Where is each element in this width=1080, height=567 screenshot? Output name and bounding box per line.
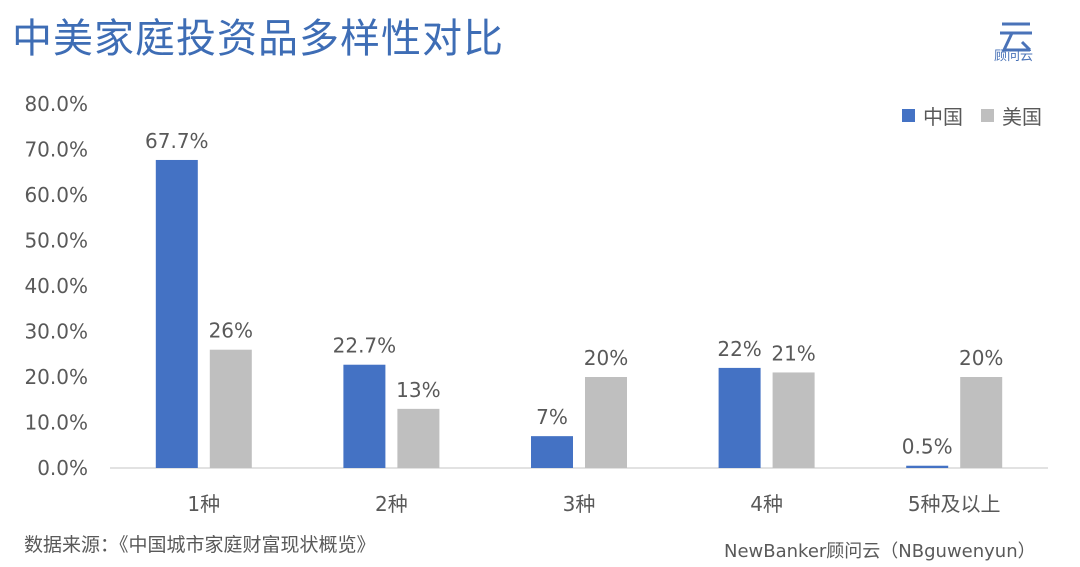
data-label-china: 0.5% (902, 435, 953, 459)
bar-china (718, 367, 761, 468)
y-tick-label: 60.0% (24, 183, 88, 207)
y-tick-label: 30.0% (24, 320, 88, 344)
y-tick-label: 40.0% (24, 274, 88, 298)
y-tick-label: 10.0% (24, 411, 88, 435)
x-tick-label: 4种 (750, 492, 783, 516)
bar-usa (397, 408, 440, 468)
x-tick-label: 2种 (375, 492, 408, 516)
bar-china (155, 159, 198, 468)
legend-item-usa: 美国 (981, 101, 1042, 130)
bar-china (906, 465, 949, 468)
x-tick-label: 1种 (187, 492, 220, 516)
data-label-china: 22.7% (333, 334, 397, 358)
logo-text: 顾问云 (994, 49, 1034, 64)
data-label-usa: 13% (396, 378, 440, 402)
data-label-china: 22% (717, 337, 761, 361)
data-label-usa: 26% (209, 319, 253, 343)
data-label-usa: 20% (959, 346, 1003, 370)
y-tick-label: 50.0% (24, 229, 88, 253)
bar-usa (960, 377, 1003, 468)
data-label-china: 67.7% (145, 129, 209, 153)
bar-china (343, 364, 386, 468)
y-tick-label: 80.0% (24, 92, 88, 116)
legend-swatch-china (902, 109, 915, 122)
bar-usa (209, 349, 252, 468)
credit-note: NewBanker顾问云（NBguwenyun） (724, 541, 1036, 562)
bar-usa (585, 377, 627, 468)
data-label-china: 7% (536, 405, 568, 429)
x-tick-label: 3种 (563, 492, 596, 516)
x-tick-label: 5种及以上 (908, 492, 1001, 516)
y-tick-label: 0.0% (37, 456, 88, 480)
data-label-usa: 20% (584, 346, 628, 370)
source-note: 数据来源：《中国城市家庭财富现状概览》 (24, 534, 376, 556)
chart-title: 中美家庭投资品多样性对比 (12, 16, 504, 62)
legend-swatch-usa (981, 109, 994, 122)
y-tick-label: 70.0% (24, 138, 88, 162)
legend-label-usa: 美国 (1002, 105, 1042, 129)
bar-usa (772, 372, 815, 468)
bar-china (531, 436, 573, 468)
legend-label-china: 中国 (923, 105, 963, 129)
legend-item-china: 中国 (902, 101, 963, 130)
cloud-logo-icon (1000, 22, 1032, 52)
y-tick-label: 20.0% (24, 365, 88, 389)
data-label-usa: 21% (771, 341, 815, 365)
chart-legend: 中国 美国 (902, 101, 1060, 130)
